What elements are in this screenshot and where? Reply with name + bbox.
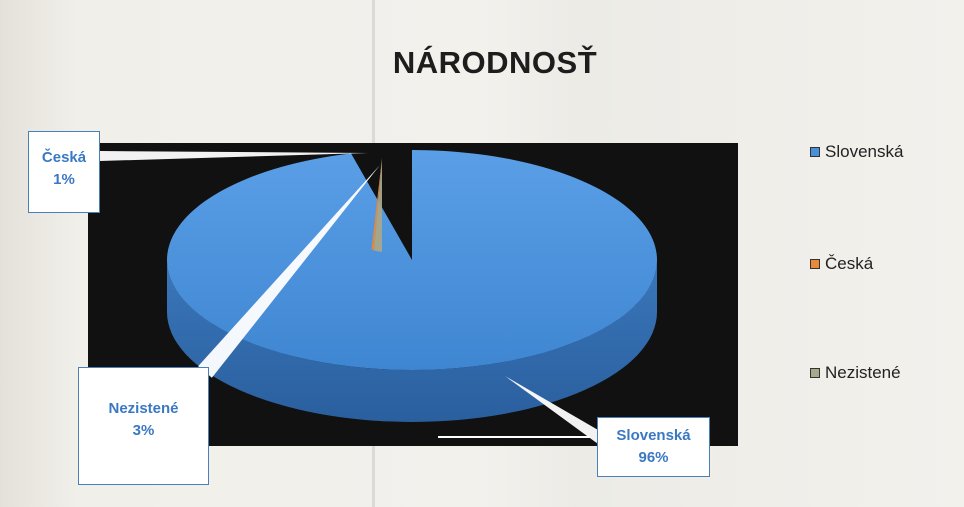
data-label-nezistene-percent: 3% <box>132 422 155 439</box>
leader-line-slovenska <box>505 376 604 444</box>
data-label-ceska-percent: 1% <box>53 171 75 188</box>
legend-swatch-ceska <box>810 259 820 269</box>
data-label-slovenska-percent: 96% <box>638 449 669 466</box>
pie-slices <box>166 150 657 422</box>
legend-label-nezistene: Nezistené <box>825 363 901 382</box>
legend-item-nezistene: Nezistené <box>810 363 901 383</box>
legend-swatch-nezistene <box>810 368 820 378</box>
chart-title: NÁRODNOSŤ <box>392 45 598 80</box>
leader-lines <box>99 151 604 444</box>
data-label-nezistene-category: Nezistené <box>108 400 179 417</box>
legend-item-ceska: Česká <box>810 254 873 274</box>
legend-label-ceska: Česká <box>825 254 874 273</box>
pie-slice-slovenska-side <box>167 260 657 422</box>
leader-line-nezistene <box>198 165 380 378</box>
legend-swatch-slovenska <box>810 147 820 157</box>
data-label-slovenska-category: Slovenská <box>616 427 691 444</box>
pie-slice-nezistene <box>374 158 382 252</box>
data-label-nezistene: Nezistené 3% <box>78 367 209 485</box>
pie-slice-ceska <box>371 158 382 251</box>
legend-item-slovenska: Slovenská <box>810 142 903 162</box>
data-label-ceska-category: Česká <box>41 149 87 166</box>
data-label-slovenska: Slovenská 96% <box>597 417 710 477</box>
pie-slice-slovenska <box>166 150 657 370</box>
leader-line-ceska <box>99 151 368 161</box>
data-label-ceska: Česká 1% <box>28 131 100 213</box>
legend-label-slovenska: Slovenská <box>825 142 904 161</box>
